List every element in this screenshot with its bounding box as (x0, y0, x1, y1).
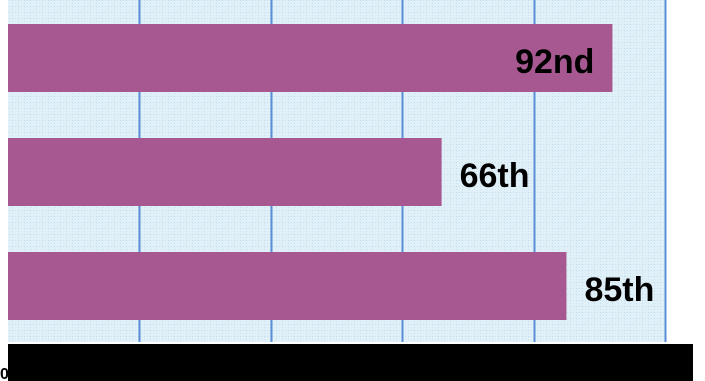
x-tick-label-40: 40 (269, 366, 287, 381)
bar-label-1: 92nd (515, 43, 594, 81)
x-tick-label-80: 80 (532, 366, 550, 381)
x-tick-label-100: 100 (659, 366, 686, 381)
bar-3 (8, 252, 567, 320)
x-axis-band (8, 344, 693, 381)
bar-data-labels: 92nd 66th 85th (460, 43, 655, 309)
x-tick-label-60: 60 (400, 366, 418, 381)
bars (8, 24, 613, 320)
x-tick-label-0: 0 (0, 366, 9, 381)
x-tick-label-20: 20 (138, 366, 156, 381)
bar-label-2: 66th (460, 157, 530, 195)
bar-label-3: 85th (584, 271, 654, 309)
bar-2 (8, 138, 442, 206)
bar-1 (8, 24, 613, 92)
x-axis-tick-labels: 0 20 40 60 80 100 (0, 366, 685, 381)
